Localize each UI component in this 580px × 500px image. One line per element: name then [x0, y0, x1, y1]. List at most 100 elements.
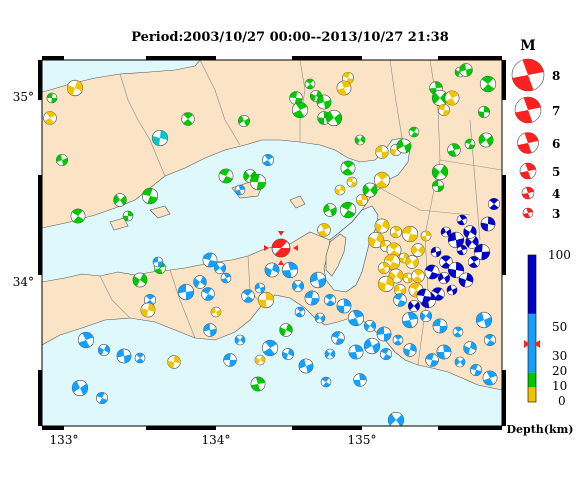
event-marker: [241, 289, 255, 303]
event-markers: [43, 63, 500, 426]
event-marker: [71, 379, 89, 397]
event-marker: [298, 358, 314, 374]
longitude-labels: 133° 134° 135°: [50, 433, 377, 447]
event-marker: [234, 184, 246, 196]
event-marker: [487, 198, 500, 211]
island-2: [109, 217, 129, 231]
event-marker: [334, 184, 346, 196]
event-marker: [430, 246, 442, 258]
event-marker: [340, 160, 356, 176]
event-marker: [264, 262, 280, 278]
event-marker: [353, 373, 367, 387]
event-marker: [463, 225, 477, 239]
event-marker: [376, 326, 392, 342]
event-marker: [66, 79, 84, 97]
event-marker: [411, 243, 425, 257]
event-marker: [480, 216, 496, 232]
event-marker: [320, 376, 332, 388]
event-marker: [401, 311, 419, 329]
event-marker: [291, 279, 304, 292]
event-marker: [151, 129, 169, 147]
target-event-marker: [264, 231, 298, 265]
event-marker: [140, 302, 156, 318]
depth-tick-10: 10: [552, 379, 567, 393]
event-marker: [416, 288, 432, 304]
event-marker: [238, 115, 251, 128]
depth-unit-label: Depth(km): [507, 423, 574, 436]
event-marker: [459, 63, 473, 77]
magnitude-legend-label: 5: [552, 165, 560, 179]
event-marker: [202, 252, 218, 268]
magnitude-legend-label: 8: [552, 69, 560, 83]
event-marker: [479, 75, 497, 93]
event-marker: [431, 180, 444, 193]
event-marker: [261, 154, 274, 167]
depth-band: [528, 372, 536, 388]
event-marker: [336, 298, 352, 314]
event-marker: [447, 143, 461, 157]
depth-bar-frame: [527, 254, 537, 403]
event-marker: [249, 173, 267, 191]
event-marker: [304, 78, 316, 90]
event-marker: [279, 323, 293, 337]
event-marker: [473, 243, 491, 261]
magnitude-legend-ball: [519, 162, 537, 180]
event-marker: [254, 282, 266, 294]
map-area: [42, 60, 502, 426]
event-marker: [437, 104, 450, 117]
depth-tick-30: 30: [552, 349, 567, 363]
event-marker: [203, 323, 217, 337]
event-marker: [393, 293, 407, 307]
event-marker: [432, 318, 448, 334]
magnitude-legend-ball: [517, 132, 539, 154]
event-marker: [387, 411, 405, 426]
event-marker: [336, 80, 352, 96]
event-marker: [116, 348, 132, 364]
event-marker: [389, 226, 402, 239]
event-marker: [469, 363, 482, 376]
event-marker: [55, 154, 68, 167]
osaka-bay: [323, 205, 379, 293]
event-marker: [377, 261, 390, 274]
event-marker: [346, 176, 358, 188]
event-marker: [367, 231, 385, 249]
event-marker: [77, 331, 95, 349]
event-marker: [477, 106, 490, 119]
magnitude-legend-ball: [511, 58, 545, 92]
depth-tick-0: 0: [558, 394, 566, 408]
event-marker: [291, 101, 309, 119]
event-marker: [431, 163, 449, 181]
event-marker: [43, 111, 57, 125]
event-marker: [220, 272, 232, 284]
event-marker: [223, 353, 237, 367]
event-marker: [373, 171, 391, 189]
event-marker: [309, 271, 327, 289]
event-marker: [323, 293, 336, 306]
latitude-labels: 35° 34°: [13, 90, 34, 289]
magnitude-legend-label: 7: [552, 104, 560, 118]
event-marker: [392, 334, 404, 346]
event-marker: [425, 353, 439, 367]
event-marker: [363, 337, 381, 355]
magnitude-legend: M 8 7 6 5 4 3: [511, 38, 560, 221]
event-marker: [436, 344, 452, 360]
event-marker: [411, 269, 425, 283]
event-marker: [424, 264, 440, 280]
event-marker: [431, 89, 449, 107]
depth-tick-20: 20: [552, 364, 567, 378]
event-marker: [218, 168, 234, 184]
event-marker: [355, 194, 368, 207]
period-title: Period:2003/10/27 00:00--2013/10/27 21:3…: [131, 30, 449, 45]
event-marker: [377, 275, 395, 293]
event-marker: [325, 109, 343, 127]
event-marker: [201, 287, 215, 301]
event-marker: [467, 255, 480, 268]
event-marker: [362, 182, 378, 198]
event-marker: [347, 309, 365, 327]
event-marker: [444, 90, 460, 106]
event-marker: [348, 344, 364, 360]
event-marker: [98, 343, 111, 356]
magnitude-legend-ball: [522, 207, 534, 219]
event-marker: [405, 255, 419, 269]
event-marker: [281, 347, 294, 360]
